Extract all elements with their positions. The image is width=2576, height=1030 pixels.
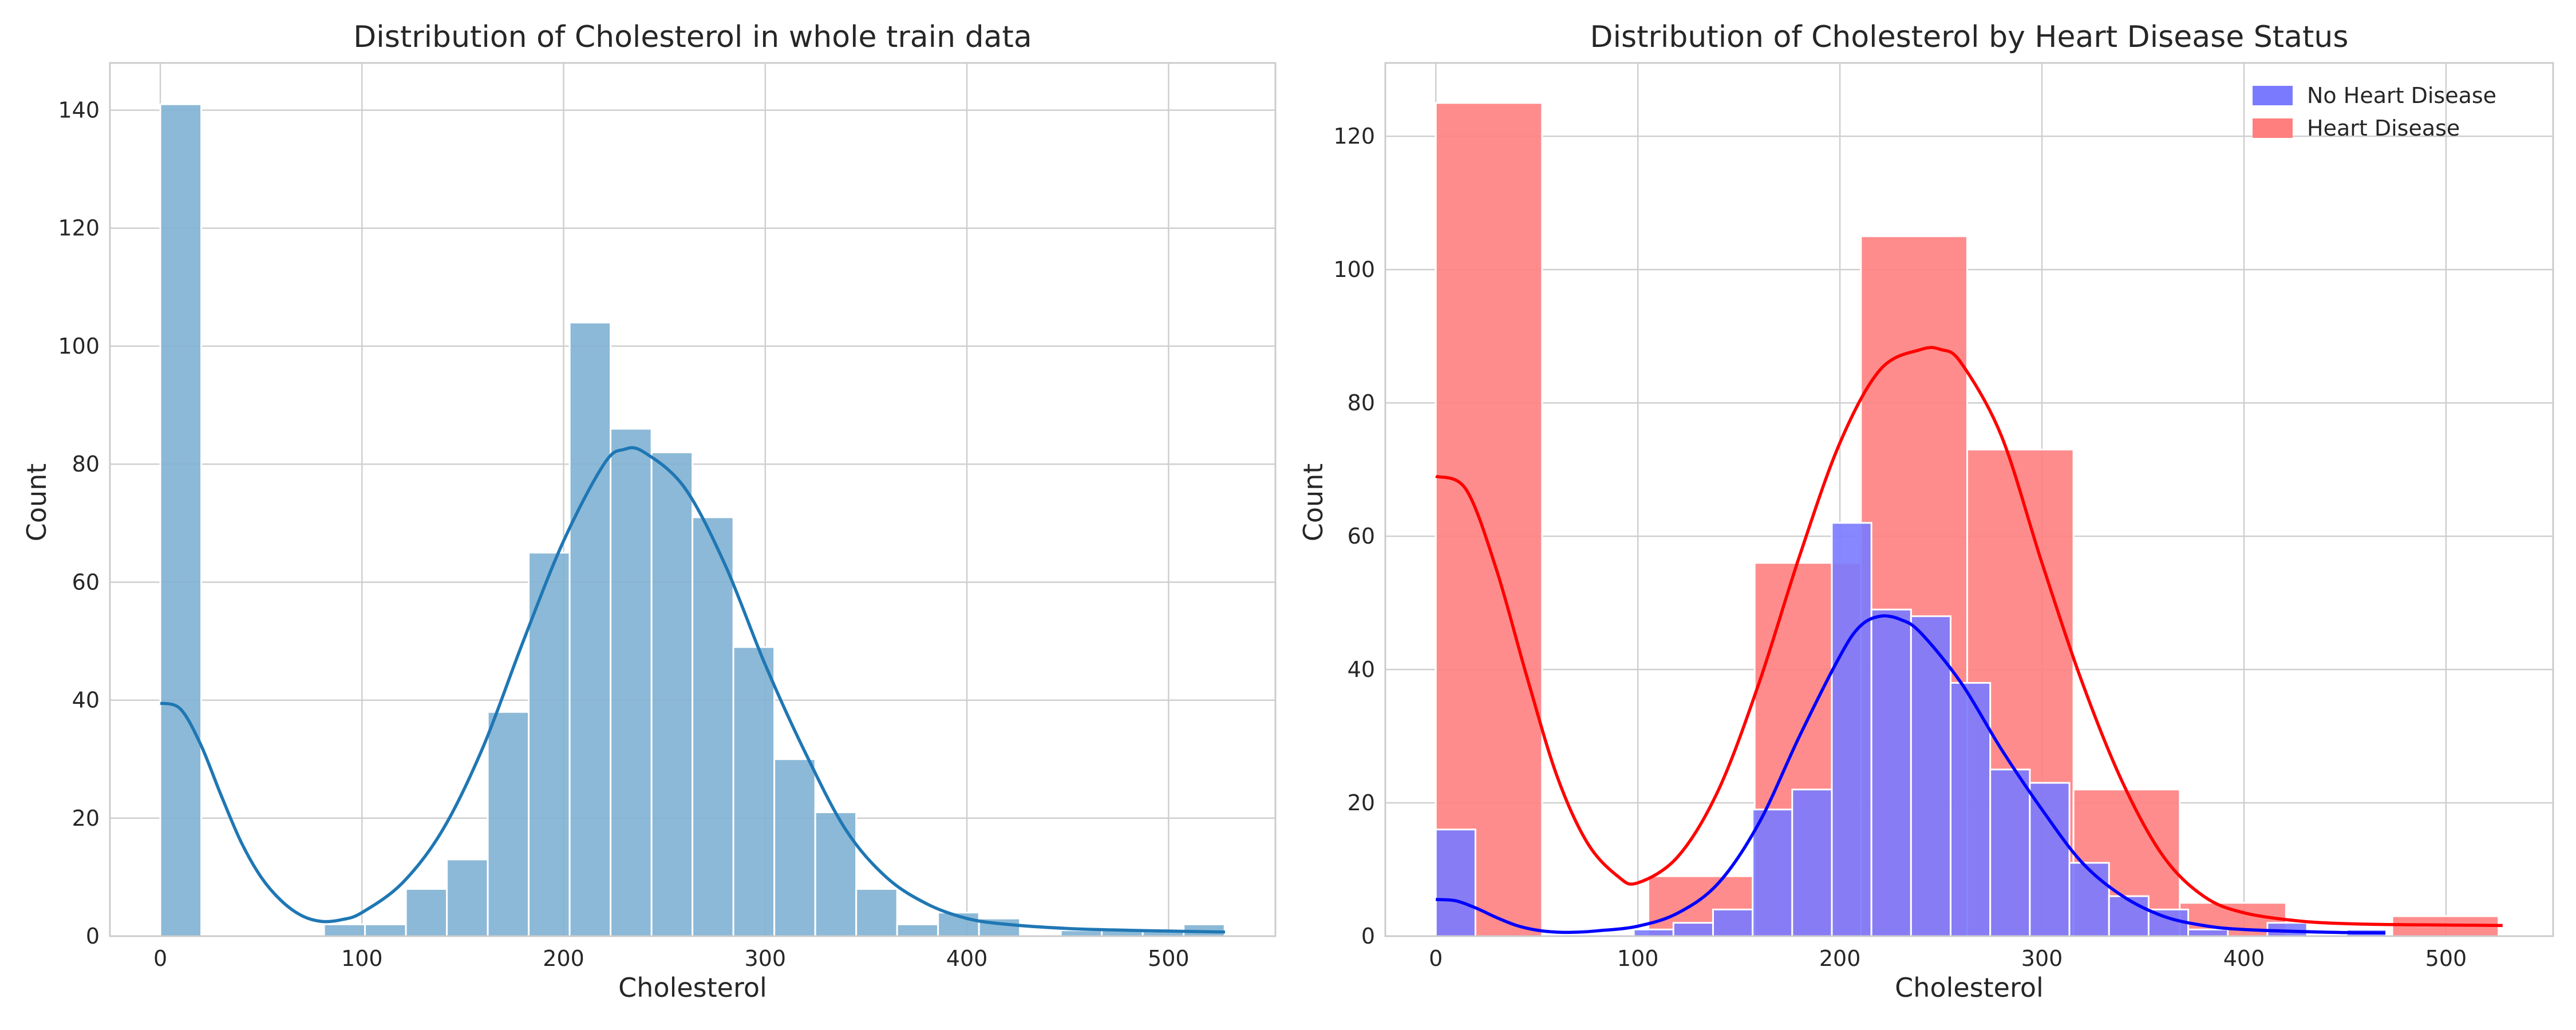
histogram-bar xyxy=(487,711,530,937)
x-tick-label: 200 xyxy=(1819,946,1861,971)
y-tick-label: 20 xyxy=(72,806,100,831)
histogram-bar xyxy=(1435,102,1543,937)
histogram-bar xyxy=(2068,862,2110,937)
x-tick-label: 300 xyxy=(2021,946,2063,971)
x-axis-label: Cholesterol xyxy=(618,972,767,1003)
x-tick-label: 500 xyxy=(1148,946,1190,971)
y-tick-label: 60 xyxy=(72,569,100,595)
legend: No Heart Disease Heart Disease xyxy=(2253,83,2496,141)
y-tick-label: 20 xyxy=(1348,790,1375,815)
histogram-bar xyxy=(2108,895,2150,937)
histogram-bar xyxy=(1989,768,2031,937)
histogram-bar xyxy=(159,103,203,937)
histogram-bar xyxy=(1712,908,1754,937)
y-tick-label: 0 xyxy=(86,924,100,949)
histogram-bar xyxy=(364,923,407,937)
y-axis-label: Count xyxy=(1298,464,1329,542)
y-tick-label: 40 xyxy=(1348,657,1375,682)
plot-frame xyxy=(1384,62,2554,937)
histogram-bar xyxy=(855,888,898,937)
histogram-bar xyxy=(1672,922,1714,937)
y-tick-label: 100 xyxy=(1333,257,1375,282)
chart-panel-by-status: Distribution of Cholesterol by Heart Dis… xyxy=(1298,20,2554,1003)
x-axis-label: Cholesterol xyxy=(1895,972,2044,1003)
x-tick-label: 100 xyxy=(1617,946,1659,971)
histogram-bar xyxy=(1831,522,1872,937)
histogram-bar xyxy=(610,427,653,937)
y-tick-label: 80 xyxy=(1348,390,1375,415)
histogram-bar xyxy=(323,923,366,937)
histogram-bar xyxy=(1435,829,1476,937)
kde-curve xyxy=(1436,614,2386,934)
plot-data xyxy=(159,103,1226,937)
x-tick-label: 200 xyxy=(543,946,584,971)
y-tick-label: 40 xyxy=(72,688,100,713)
x-tick-label: 0 xyxy=(1429,946,1443,971)
histogram-bar xyxy=(896,923,939,937)
histogram-bar xyxy=(568,322,612,937)
y-axis-label: Count xyxy=(21,464,52,542)
chart-title: Distribution of Cholesterol in whole tra… xyxy=(353,20,1032,54)
histogram-bar xyxy=(1633,928,1674,937)
histogram-bar xyxy=(446,858,489,937)
histogram-bar xyxy=(2187,928,2229,937)
y-tick-label: 80 xyxy=(72,451,100,477)
x-tick-label: 100 xyxy=(341,946,383,971)
histogram-bar xyxy=(814,811,858,937)
y-tick-label: 60 xyxy=(1348,524,1375,549)
histogram-bar xyxy=(1870,608,1912,937)
x-tick-label: 0 xyxy=(153,946,167,971)
histogram-bar xyxy=(1060,929,1103,937)
legend-swatch-heart-disease xyxy=(2253,118,2293,138)
x-tick-label: 300 xyxy=(745,946,787,971)
histogram-bar xyxy=(650,451,694,937)
y-tick-label: 120 xyxy=(1333,124,1375,149)
histogram-bar xyxy=(773,758,816,937)
kde-curve xyxy=(160,446,1225,934)
legend-label-no-heart-disease: No Heart Disease xyxy=(2307,83,2496,108)
legend-swatch-no-heart-disease xyxy=(2253,86,2293,105)
chart-panel-whole-train: Distribution of Cholesterol in whole tra… xyxy=(21,20,1277,1003)
histogram-bar xyxy=(1791,789,1833,937)
x-tick-label: 500 xyxy=(2425,946,2467,971)
y-tick-label: 0 xyxy=(1361,924,1375,949)
histogram-bar xyxy=(2029,782,2071,937)
y-tick-label: 100 xyxy=(58,334,100,359)
x-tick-label: 400 xyxy=(946,946,988,971)
kde-curve xyxy=(1435,346,2503,928)
chart-title: Distribution of Cholesterol by Heart Dis… xyxy=(1590,20,2349,54)
histogram-bar xyxy=(405,888,448,937)
histogram-bar xyxy=(1910,615,1952,937)
histogram-bar xyxy=(732,646,776,937)
y-tick-label: 120 xyxy=(58,216,100,241)
histogram-bar xyxy=(1752,809,1793,937)
y-tick-label: 140 xyxy=(58,97,100,122)
legend-label-heart-disease: Heart Disease xyxy=(2307,116,2460,141)
plot-frame xyxy=(109,62,1277,937)
histogram-bar xyxy=(692,516,734,937)
x-tick-label: 400 xyxy=(2223,946,2265,971)
